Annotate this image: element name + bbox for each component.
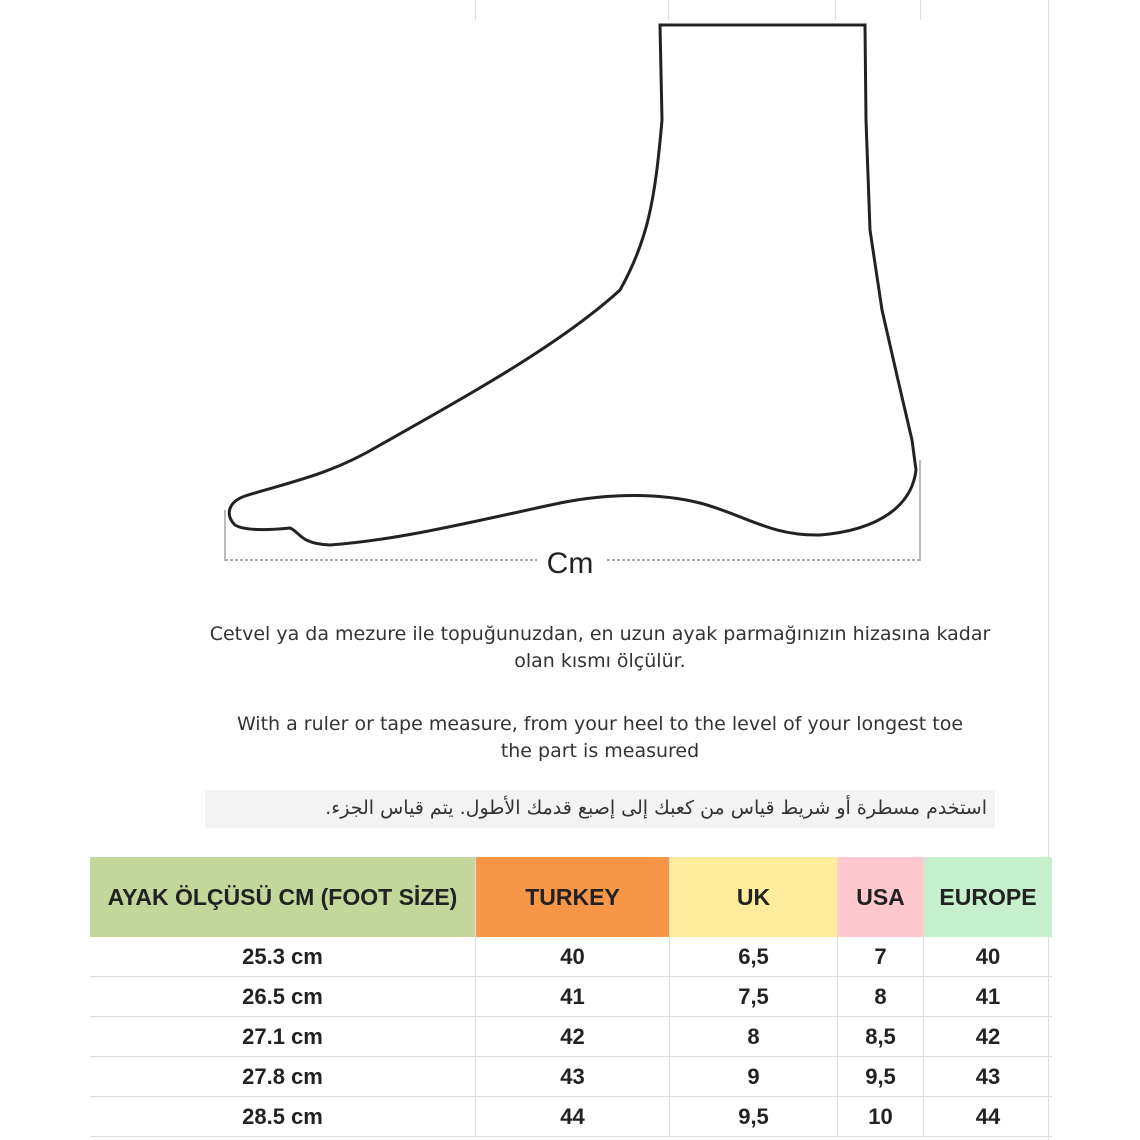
instruction-turkish: Cetvel ya da mezure ile topuğunuzdan, en…	[150, 621, 1050, 675]
size-table: AYAK ÖLÇÜSÜ CM (FOOT SİZE) TURKEY UK USA…	[90, 857, 1052, 1137]
foot-diagram: Cm	[224, 23, 921, 580]
table-cell: 41	[923, 976, 1052, 1017]
table-cell: 9	[669, 1056, 838, 1097]
table-cell: 6,5	[669, 937, 838, 977]
instruction-arabic: استخدم مسطرة أو شريط قياس من كعبك إلى إص…	[205, 790, 995, 828]
right-border	[1048, 0, 1049, 1140]
table-cell: 10	[837, 1096, 924, 1137]
turkish-line-1: Cetvel ya da mezure ile topuğunuzdan, en…	[209, 623, 991, 645]
unit-label: Cm	[547, 547, 594, 580]
table-cell: 42	[923, 1016, 1052, 1057]
table-cell: 7	[837, 937, 924, 977]
turkish-line-2: olan kısmı ölçülür.	[514, 650, 686, 672]
english-line-2: the part is measured	[500, 740, 700, 762]
header-usa: USA	[837, 857, 924, 937]
table-cell: 44	[923, 1096, 1052, 1137]
table-cell: 42	[475, 1016, 670, 1057]
header-foot-size: AYAK ÖLÇÜSÜ CM (FOOT SİZE)	[90, 857, 476, 937]
table-cell: 41	[475, 976, 670, 1017]
table-row: 25.3 cm 40 6,5 7 40	[90, 937, 1052, 977]
table-cell: 26.5 cm	[90, 976, 476, 1017]
table-cell: 7,5	[669, 976, 838, 1017]
table-cell: 43	[475, 1056, 670, 1097]
english-line-1: With a ruler or tape measure, from your …	[236, 713, 964, 735]
grid-line	[475, 0, 476, 20]
grid-line	[920, 0, 921, 20]
table-cell: 40	[475, 937, 670, 977]
header-europe: EUROPE	[923, 857, 1052, 937]
table-cell: 44	[475, 1096, 670, 1137]
table-cell: 27.1 cm	[90, 1016, 476, 1057]
table-cell: 27.8 cm	[90, 1056, 476, 1097]
table-cell: 8,5	[837, 1016, 924, 1057]
table-cell: 43	[923, 1056, 1052, 1097]
instruction-english: With a ruler or tape measure, from your …	[150, 711, 1050, 765]
table-row: 27.1 cm 42 8 8,5 42	[90, 1016, 1052, 1057]
table-cell: 8	[837, 976, 924, 1017]
table-cell: 25.3 cm	[90, 937, 476, 977]
grid-line	[668, 0, 669, 20]
table-row: 26.5 cm 41 7,5 8 41	[90, 976, 1052, 1017]
table-cell: 28.5 cm	[90, 1096, 476, 1137]
header-uk: UK	[669, 857, 838, 937]
table-row: 28.5 cm 44 9,5 10 44	[90, 1096, 1052, 1137]
foot-outline	[227, 23, 918, 547]
grid-line	[835, 0, 836, 20]
table-cell: 40	[923, 937, 1052, 977]
table-cell: 8	[669, 1016, 838, 1057]
table-cell: 9,5	[837, 1056, 924, 1097]
table-header-row: AYAK ÖLÇÜSÜ CM (FOOT SİZE) TURKEY UK USA…	[90, 857, 1052, 937]
table-cell: 9,5	[669, 1096, 838, 1137]
table-row: 27.8 cm 43 9 9,5 43	[90, 1056, 1052, 1097]
header-turkey: TURKEY	[475, 857, 670, 937]
